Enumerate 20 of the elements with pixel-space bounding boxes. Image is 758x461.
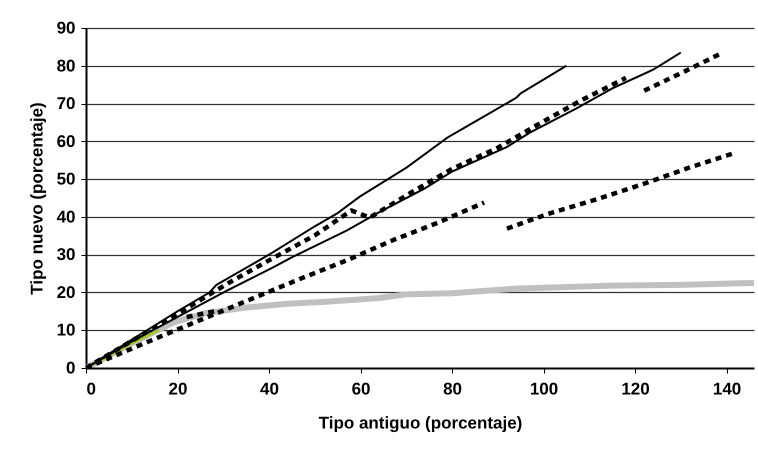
y-tick-label: 90 xyxy=(56,18,76,38)
x-tick-label: 100 xyxy=(530,380,558,398)
x-tick-label: 40 xyxy=(260,380,279,398)
y-tick-label: 20 xyxy=(56,282,76,302)
x-tick-label: 0 xyxy=(86,380,96,398)
x-axis-title: Tipo antiguo (porcentaje) xyxy=(318,414,522,432)
y-tick-label: 10 xyxy=(56,320,76,340)
y-axis-title: Tipo nuevo (porcentaje) xyxy=(28,102,47,295)
x-tick-label: 140 xyxy=(712,380,742,398)
y-tick-label: 70 xyxy=(56,94,76,114)
y-tick-label: 30 xyxy=(56,245,76,264)
y-tick-label: 80 xyxy=(56,56,76,76)
x-tick-label: 80 xyxy=(443,380,462,398)
y-tick-label: 0 xyxy=(66,358,76,378)
x-tick-label: 20 xyxy=(168,380,188,398)
y-tick-label: 40 xyxy=(56,207,76,226)
y-tick-label: 50 xyxy=(56,170,76,189)
x-tick-label: 60 xyxy=(352,380,370,398)
y-tick-label: 60 xyxy=(56,132,76,151)
x-tick-label: 120 xyxy=(621,380,650,398)
